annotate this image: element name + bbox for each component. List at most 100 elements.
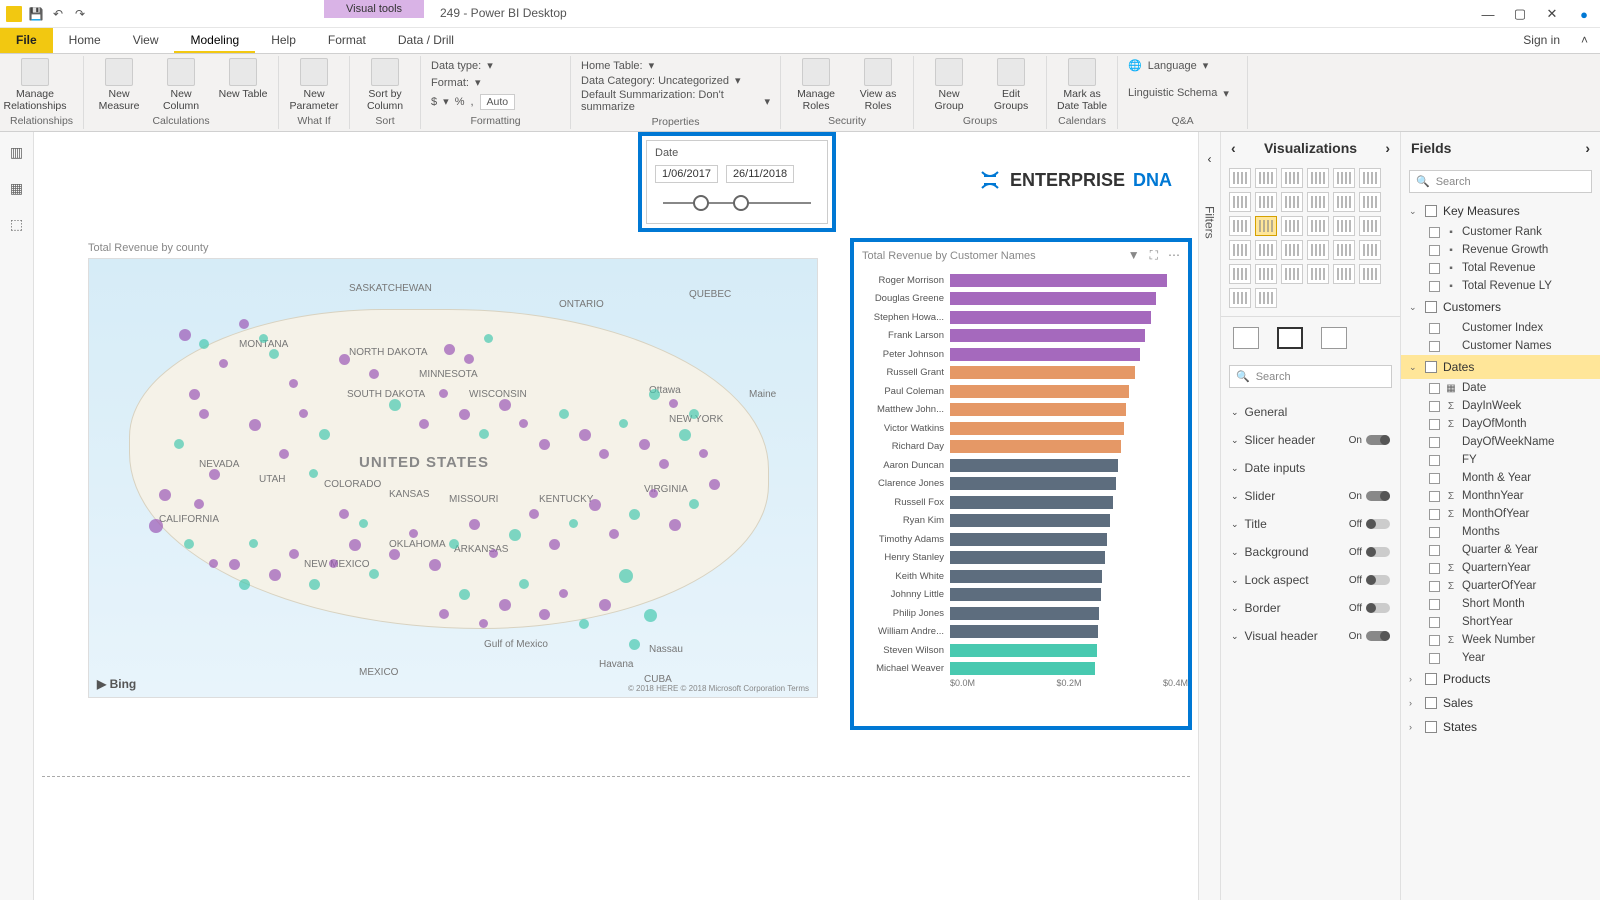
map-bubble[interactable] [644, 609, 657, 622]
bar[interactable] [950, 477, 1116, 490]
bar[interactable] [950, 329, 1145, 342]
bar[interactable] [950, 274, 1167, 287]
map-bubble[interactable] [639, 439, 650, 450]
field-checkbox[interactable] [1429, 509, 1440, 520]
language-dropdown[interactable]: Language [1148, 60, 1197, 72]
bar-row[interactable]: Steven Wilson [854, 641, 1178, 660]
fields-table-key-measures[interactable]: ⌄Key Measures [1401, 199, 1600, 223]
field-month-year[interactable]: Month & Year [1401, 469, 1600, 487]
map-bubble[interactable] [444, 344, 455, 355]
field-checkbox[interactable] [1429, 383, 1440, 394]
map-bubble[interactable] [469, 519, 480, 530]
bar-row[interactable]: Johnny Little [854, 586, 1178, 605]
format-section-lock-aspect[interactable]: ⌄Lock aspectOff [1221, 566, 1400, 594]
fields-mode-icon[interactable] [1233, 327, 1259, 349]
visual-type-icon[interactable] [1255, 192, 1277, 212]
map-bubble[interactable] [239, 319, 249, 329]
field-checkbox[interactable] [1429, 617, 1440, 628]
bar-row[interactable]: Ryan Kim [854, 512, 1178, 531]
field-revenue-growth[interactable]: ▪Revenue Growth [1401, 241, 1600, 259]
visual-type-icon[interactable] [1281, 168, 1303, 188]
groups-new-group-button[interactable]: New Group [924, 58, 974, 112]
slicer-start-date[interactable]: 1/06/2017 [655, 165, 718, 183]
field-fy[interactable]: FY [1401, 451, 1600, 469]
map-bubble[interactable] [439, 389, 448, 398]
home-table-label[interactable]: Home Table: [581, 60, 643, 72]
map-area[interactable]: UNITED STATES SASKATCHEWANONTARIOQUEBECM… [88, 258, 818, 698]
toggle[interactable]: Off [1349, 519, 1390, 530]
field-total-revenue[interactable]: ▪Total Revenue [1401, 259, 1600, 277]
visual-type-icon[interactable] [1281, 216, 1303, 236]
field-monthnyear[interactable]: ΣMonthnYear [1401, 487, 1600, 505]
format-section-slicer-header[interactable]: ⌄Slicer headerOn [1221, 426, 1400, 454]
map-bubble[interactable] [559, 589, 568, 598]
calc-new-measure-button[interactable]: New Measure [94, 58, 144, 112]
map-bubble[interactable] [269, 569, 281, 581]
visual-type-icon[interactable] [1229, 288, 1251, 308]
new-parameter-button[interactable]: New Parameter [289, 58, 339, 112]
map-bubble[interactable] [249, 539, 258, 548]
bar-row[interactable]: Richard Day [854, 438, 1178, 457]
visual-type-icon[interactable] [1281, 240, 1303, 260]
bar[interactable] [950, 533, 1107, 546]
visual-type-icon[interactable] [1255, 168, 1277, 188]
security-view-as-roles-button[interactable]: View as Roles [853, 58, 903, 112]
map-bubble[interactable] [499, 399, 511, 411]
map-bubble[interactable] [174, 439, 184, 449]
map-bubble[interactable] [689, 499, 699, 509]
visual-type-icon[interactable] [1307, 168, 1329, 188]
map-bubble[interactable] [479, 429, 489, 439]
bar[interactable] [950, 551, 1105, 564]
map-bubble[interactable] [219, 359, 228, 368]
visual-type-icon[interactable] [1229, 240, 1251, 260]
map-bubble[interactable] [709, 479, 720, 490]
bar[interactable] [950, 496, 1113, 509]
bar[interactable] [950, 422, 1124, 435]
format-section-date-inputs[interactable]: ⌄Date inputs [1221, 454, 1400, 482]
map-bubble[interactable] [619, 419, 628, 428]
bar-row[interactable]: Stephen Howa... [854, 308, 1178, 327]
linguistic-schema-dropdown[interactable]: Linguistic Schema [1128, 87, 1217, 99]
mark-date-table-button[interactable]: Mark as Date Table [1057, 58, 1107, 112]
bar-row[interactable]: Matthew John... [854, 401, 1178, 420]
date-slicer-visual[interactable]: Date 1/06/2017 26/11/2018 [638, 132, 836, 232]
field-checkbox[interactable] [1429, 437, 1440, 448]
filters-pane-collapsed[interactable]: ‹ Filters [1198, 132, 1220, 900]
focus-icon[interactable]: ⛶ [1150, 248, 1158, 263]
map-bubble[interactable] [669, 519, 681, 531]
map-bubble[interactable] [489, 549, 498, 558]
collapse-fields-icon[interactable]: › [1585, 140, 1590, 156]
bar[interactable] [950, 662, 1095, 675]
map-bubble[interactable] [549, 539, 560, 550]
bar-chart-visual[interactable]: Total Revenue by Customer Names ▼ ⛶ ⋯ Ro… [850, 238, 1192, 730]
map-bubble[interactable] [629, 639, 640, 650]
slicer-slider[interactable] [655, 193, 819, 213]
bar[interactable] [950, 625, 1098, 638]
bar[interactable] [950, 644, 1097, 657]
field-checkbox[interactable] [1429, 635, 1440, 646]
format-mode-icon[interactable] [1277, 327, 1303, 349]
field-short-month[interactable]: Short Month [1401, 595, 1600, 613]
fields-table-states[interactable]: ›States [1401, 715, 1600, 739]
map-bubble[interactable] [464, 354, 474, 364]
field-dayinweek[interactable]: ΣDayInWeek [1401, 397, 1600, 415]
field-checkbox[interactable] [1429, 581, 1440, 592]
bar-row[interactable]: Henry Stanley [854, 549, 1178, 568]
format-search[interactable]: 🔍 Search [1229, 365, 1392, 388]
field-checkbox[interactable] [1429, 401, 1440, 412]
visual-type-icon[interactable] [1281, 192, 1303, 212]
sign-in-link[interactable]: Sign in [1523, 33, 1560, 47]
visual-type-icon[interactable] [1333, 192, 1355, 212]
map-bubble[interactable] [184, 539, 194, 549]
slider-handle-end[interactable] [733, 195, 749, 211]
map-bubble[interactable] [349, 539, 361, 551]
map-bubble[interactable] [299, 409, 308, 418]
slicer-end-date[interactable]: 26/11/2018 [726, 165, 794, 183]
bar[interactable] [950, 570, 1102, 583]
bar[interactable] [950, 440, 1121, 453]
visual-type-icon[interactable] [1307, 264, 1329, 284]
save-icon[interactable]: 💾 [28, 6, 44, 22]
bar-row[interactable]: Philip Jones [854, 604, 1178, 623]
map-bubble[interactable] [329, 559, 338, 568]
report-view-icon[interactable]: ▥ [8, 144, 26, 162]
